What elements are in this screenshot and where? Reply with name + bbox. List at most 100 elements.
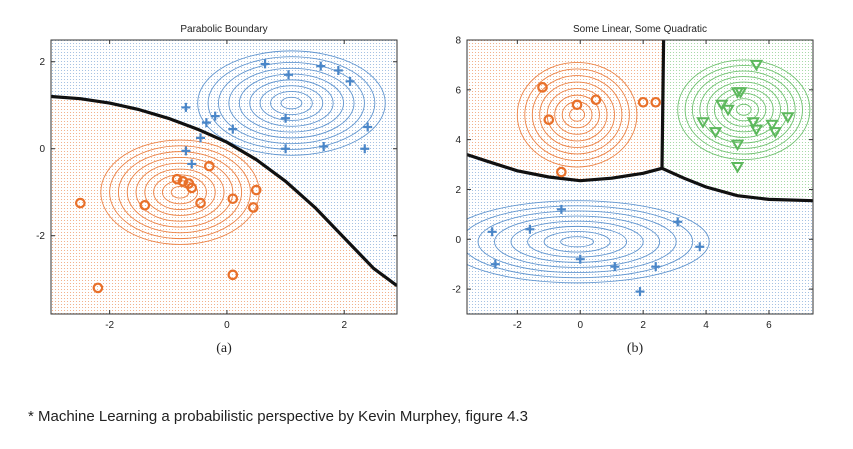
data-point-triangle [749, 59, 764, 72]
data-point-plus [284, 70, 294, 80]
data-point-circle [537, 82, 548, 93]
contour-orange [144, 168, 216, 216]
data-point-plus [673, 217, 683, 227]
data-point-plus [181, 146, 191, 156]
x-tick-label: 2 [341, 320, 347, 331]
data-point-triangle [730, 139, 745, 152]
data-point-plus [210, 111, 220, 121]
contour-blue [259, 85, 324, 121]
data-point-plus [651, 262, 661, 272]
data-point-plus [260, 59, 270, 69]
data-point-plus [319, 142, 329, 152]
contour-orange [117, 151, 243, 234]
contour-blue [467, 205, 694, 279]
contour-green [736, 103, 752, 116]
x-tick-label: 0 [224, 320, 230, 331]
data-point-plus [610, 262, 620, 272]
figure-caption: * Machine Learning a probabilistic persp… [28, 408, 528, 425]
data-point-triangle [733, 87, 748, 99]
x-tick-label: -2 [105, 320, 114, 331]
contour-orange [516, 61, 638, 168]
region-orange [51, 96, 397, 314]
data-point-triangle [768, 127, 783, 139]
data-point-plus [187, 159, 197, 169]
y-tick-label: 0 [455, 235, 461, 246]
contour-blue [280, 96, 303, 110]
data-point-circle [556, 166, 567, 178]
contour-orange [126, 156, 234, 228]
contour-green [706, 81, 781, 138]
contour-orange [554, 94, 600, 135]
chart-title: Some Linear, Some Quadratic [573, 24, 707, 35]
y-tick-label: 2 [39, 57, 45, 68]
data-point-circle [92, 282, 104, 294]
contour-orange [135, 162, 225, 222]
data-point-plus [281, 144, 291, 154]
data-point-triangle [781, 112, 795, 124]
data-point-plus [363, 122, 373, 132]
decision-boundary [467, 153, 663, 183]
contour-blue [527, 225, 628, 258]
data-point-plus [345, 76, 355, 86]
data-point-circle [186, 182, 198, 194]
chart-title: Parabolic Boundary [180, 24, 267, 35]
data-point-plus [525, 224, 535, 234]
data-point-plus [201, 118, 211, 128]
data-point-triangle [765, 119, 779, 132]
region-green [662, 40, 813, 201]
data-point-triangle [749, 124, 764, 137]
data-point-plus [333, 65, 343, 75]
contour-green [691, 70, 796, 149]
contour-blue [543, 231, 611, 253]
data-point-circle [250, 184, 262, 196]
data-point-plus [695, 242, 705, 252]
contour-orange [531, 75, 623, 155]
data-point-plus [575, 254, 585, 264]
contour-orange [524, 68, 630, 161]
contour-blue [207, 56, 376, 150]
data-point-circle [171, 173, 183, 185]
plot-frame [50, 39, 398, 315]
x-tick-label: -2 [513, 320, 522, 331]
decision-boundary [660, 40, 666, 169]
data-point-triangle [721, 104, 735, 117]
contour-orange [539, 81, 615, 148]
y-tick-label: -2 [36, 231, 45, 242]
y-tick-label: 4 [455, 135, 461, 146]
data-point-plus [228, 124, 238, 134]
data-point-circle [571, 99, 583, 111]
contour-blue [510, 220, 644, 263]
contour-blue [494, 215, 661, 268]
contour-blue [467, 200, 710, 284]
data-point-circle [637, 96, 649, 108]
data-point-circle [195, 197, 206, 209]
contour-blue [249, 79, 334, 127]
data-point-circle [75, 197, 86, 209]
data-point-circle [227, 269, 239, 281]
contour-blue [197, 50, 386, 156]
decision-boundary [661, 166, 813, 203]
y-tick-label: 2 [455, 185, 461, 196]
data-point-plus [181, 102, 191, 112]
contour-green [684, 64, 803, 155]
chart-panel-a: Parabolic Boundary -2 0 2 2 0 -2 (a) [36, 24, 398, 356]
data-point-triangle [708, 127, 723, 139]
data-point-circle [204, 160, 215, 172]
data-point-triangle [696, 117, 710, 129]
data-point-triangle [746, 117, 760, 129]
x-tick-label: 2 [640, 320, 646, 331]
y-tick-label: 8 [455, 36, 461, 47]
data-point-circle [227, 193, 239, 205]
y-tick-label: 0 [39, 144, 45, 155]
x-tick-label: 6 [766, 320, 772, 331]
contour-blue [217, 62, 365, 145]
data-point-circle [590, 94, 602, 106]
data-point-circle [248, 202, 259, 213]
y-tick-label: 6 [455, 85, 461, 96]
region-orange [467, 40, 662, 181]
data-point-plus [360, 144, 370, 154]
decision-boundary [51, 94, 397, 287]
data-point-circle [177, 176, 189, 187]
x-tick-label: 4 [703, 320, 709, 331]
